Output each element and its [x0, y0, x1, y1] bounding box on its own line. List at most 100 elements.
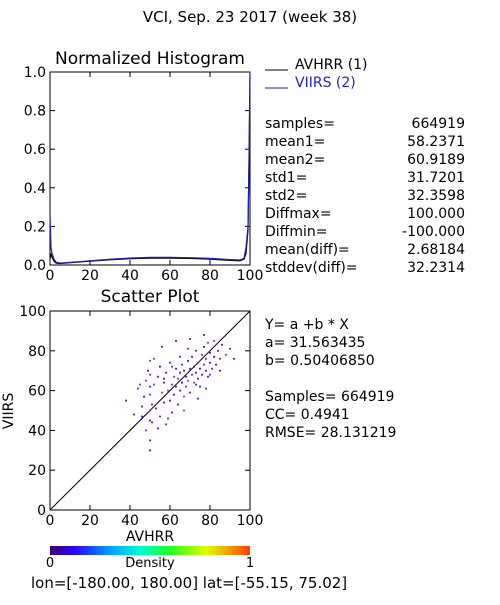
stat-value: 32.3598: [407, 188, 465, 204]
scatter-frame: [49, 310, 251, 511]
scatter-point: [165, 371, 167, 374]
stat-label: Diffmax=: [265, 206, 332, 222]
scatter-point: [209, 351, 211, 354]
scatter-point: [169, 361, 171, 364]
scatter-x-tick-label: 100: [237, 513, 264, 529]
stat-value: 60.9189: [407, 152, 465, 168]
scatter-point: [149, 373, 151, 376]
scatter-point: [197, 397, 199, 400]
stat-value: 31.7201: [407, 170, 465, 186]
histogram-title: Normalized Histogram: [55, 49, 245, 69]
scatter-point: [213, 340, 215, 342]
regression-b: b= 0.50406850: [265, 353, 375, 369]
colorbar-title: Density: [125, 556, 175, 571]
scatter-point: [163, 377, 165, 380]
scatter-y-tick-label: 100: [19, 304, 46, 320]
stat-label: stddev(diff)=: [265, 260, 358, 276]
scatter-point: [159, 365, 161, 368]
scatter-point: [153, 357, 155, 360]
scatter-point: [203, 345, 205, 348]
stat-value: 664919: [412, 116, 465, 132]
stat-label: mean(diff)=: [265, 242, 350, 258]
scatter-point: [169, 399, 171, 402]
scatter-point: [171, 383, 173, 386]
scatter-point: [137, 387, 139, 390]
scatter-point: [157, 375, 159, 378]
scatter-point: [149, 393, 151, 396]
scatter-point: [217, 349, 219, 352]
histogram-legend: AVHRR (1) VIIRS (2): [265, 57, 368, 91]
scatter-point: [205, 387, 207, 390]
scatter-point: [177, 377, 179, 380]
scatter-point: [151, 403, 153, 406]
scatter-title: Scatter Plot: [101, 287, 200, 307]
scatter-point: [145, 429, 147, 432]
scatter-point: [207, 341, 209, 344]
stat-label: std2=: [265, 188, 307, 204]
scatter-point: [205, 357, 207, 360]
scatter-point: [149, 439, 151, 442]
scatter-point: [179, 371, 181, 374]
stat-label: mean2=: [265, 152, 325, 168]
histogram-x-tick-label: 60: [161, 268, 179, 284]
scatter-point: [189, 338, 191, 340]
scatter-point: [181, 381, 183, 384]
scatter-point: [199, 367, 201, 370]
histogram-y-tick-label: 0.8: [24, 104, 46, 120]
scatter-point: [167, 417, 169, 420]
histogram-x-tick-label: 80: [201, 268, 219, 284]
scatter-point: [179, 355, 181, 358]
scatter-point: [177, 403, 179, 406]
scatter-point: [201, 373, 203, 376]
scatter-point: [195, 349, 197, 352]
scatter-point: [163, 381, 165, 384]
stat-value: 100.000: [407, 206, 465, 222]
scatter-point: [201, 353, 203, 356]
histogram-x-tick-label: 40: [121, 268, 139, 284]
scatter-point: [203, 363, 205, 366]
scatter-point: [159, 415, 161, 418]
statistics-block: samples= 664919 mean1= 58.2371 mean2= 60…: [265, 116, 465, 276]
scatter-point: [149, 409, 151, 412]
scatter-point: [207, 375, 209, 378]
scatter-point: [171, 365, 173, 368]
scatter-point: [215, 363, 217, 366]
scatter-point: [147, 369, 149, 372]
scatter-point: [183, 409, 185, 412]
scatter-point: [199, 385, 201, 388]
stat-value: -100.000: [402, 224, 465, 240]
scatter-point: [187, 359, 189, 362]
scatter-axes: 0 20 40 60 80 100 0 20 40 60 80 100: [19, 304, 263, 529]
scatter-point: [233, 357, 235, 360]
scatter-point: [155, 407, 157, 410]
scatter-point: [175, 385, 177, 388]
stat-label: mean1=: [265, 134, 325, 150]
legend-label-avhrr: AVHRR (1): [295, 57, 368, 73]
colorbar-min-label: 0: [46, 556, 54, 571]
scatter-point: [173, 393, 175, 396]
scatter-x-label: AVHRR: [126, 529, 175, 545]
scatter-point: [209, 373, 211, 376]
scatter-point: [179, 389, 181, 392]
scatter-point: [189, 391, 191, 394]
scatter-point: [203, 334, 205, 336]
scatter-point: [191, 355, 193, 358]
scatter-y-tick-label: 0: [37, 503, 46, 519]
scatter-point: [173, 375, 175, 378]
scatter-point: [149, 359, 151, 362]
regression-cc: CC= 0.4941: [265, 407, 350, 423]
footer-coordinates: lon=[-180.00, 180.00] lat=[-55.15, 75.02…: [31, 574, 347, 592]
regression-block: Y= a +b * X a= 31.563435 b= 0.50406850 S…: [264, 317, 396, 441]
colorbar-gradient: [50, 546, 250, 555]
stat-value: 32.2314: [407, 260, 465, 276]
scatter-x-tick-label: 60: [161, 513, 179, 529]
scatter-points: [49, 310, 251, 511]
page-title: VCI, Sep. 23 2017 (week 38): [143, 8, 357, 26]
scatter-point: [165, 423, 167, 426]
scatter-point: [151, 421, 153, 424]
histogram-y-tick-label: 0.2: [24, 219, 46, 235]
regression-samples: Samples= 664919: [265, 389, 394, 405]
scatter-point: [187, 347, 189, 350]
colorbar-max-label: 1: [246, 556, 254, 571]
